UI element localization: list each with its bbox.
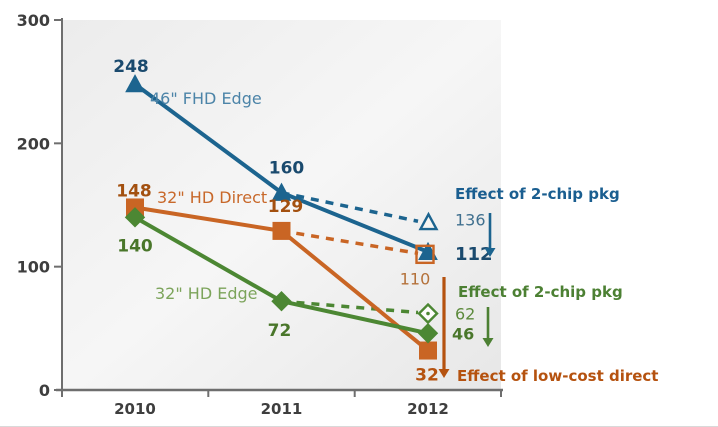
marker-46-fhd-edge-2011 <box>271 182 292 201</box>
value-label-46-fhd-edge-112: 112 <box>455 244 493 265</box>
value-label-46-fhd-edge-248: 248 <box>113 57 149 77</box>
marker-open-46-fhd-edge <box>418 211 439 231</box>
value-label-32-hd-edge-46: 46 <box>452 324 474 343</box>
value-label-46-fhd-edge-160: 160 <box>269 159 305 179</box>
effect-arrow-green-icon <box>482 307 494 347</box>
value-label-32-hd-direct-110: 110 <box>400 269 431 288</box>
value-label-32-hd-edge-62: 62 <box>455 305 475 324</box>
annotation-effect-2chip-pkg-green: Effect of 2-chip pkg <box>458 283 623 301</box>
x-tick-label-2012: 2012 <box>407 400 449 418</box>
value-label-32-hd-direct-148: 148 <box>116 181 152 201</box>
series-label-32-hd-edge: 32" HD Edge <box>155 284 258 303</box>
marker-32-hd-edge-2011 <box>271 290 292 312</box>
value-label-46-fhd-edge-136: 136 <box>455 210 486 229</box>
series-dashed-32-hd-edge <box>281 299 419 315</box>
y-tick-label-0: 0 <box>39 381 50 400</box>
annotation-effect-2chip-pkg-blue: Effect of 2-chip pkg <box>455 185 620 203</box>
value-label-32-hd-direct-129: 129 <box>268 197 304 217</box>
marker-46-fhd-edge-2010 <box>125 74 145 93</box>
effect-arrow-orange-icon <box>438 277 450 378</box>
marker-32-hd-edge-2010 <box>124 207 146 228</box>
x-tick-label-2010: 2010 <box>114 400 156 418</box>
y-tick-label-200: 200 <box>17 134 50 153</box>
value-label-32-hd-edge-72: 72 <box>268 321 292 341</box>
marker-32-hd-direct-2012 <box>419 341 437 360</box>
y-tick-label-300: 300 <box>17 11 50 30</box>
y-tick-label-100: 100 <box>17 258 50 277</box>
effect-arrow-blue-icon <box>484 213 496 257</box>
marker-open-32-hd-edge-dot <box>426 311 430 316</box>
marker-32-hd-edge-2012 <box>417 323 439 344</box>
marker-32-hd-direct-2011 <box>272 221 291 240</box>
series-label-46-fhd-edge: 46" FHD Edge <box>150 89 262 108</box>
value-label-32-hd-direct-32: 32 <box>415 366 439 386</box>
marker-open-32-hd-direct <box>415 244 435 265</box>
value-label-32-hd-edge-140: 140 <box>117 236 153 256</box>
series-label-32-hd-direct: 32" HD Direct <box>157 188 267 207</box>
annotation-effect-low-cost-direct: Effect of low-cost direct <box>457 367 658 385</box>
x-tick-label-2011: 2011 <box>261 400 303 418</box>
